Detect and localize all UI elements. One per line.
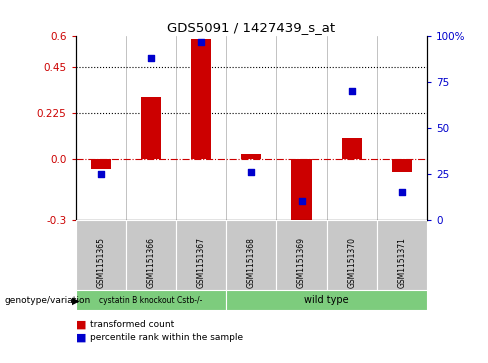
Point bbox=[298, 198, 305, 204]
Bar bbox=[141, 97, 161, 159]
Bar bbox=[342, 138, 362, 159]
Text: ▶: ▶ bbox=[72, 295, 80, 305]
Bar bbox=[291, 159, 311, 224]
Text: genotype/variation: genotype/variation bbox=[5, 296, 91, 305]
Bar bbox=[91, 159, 111, 169]
Text: ■: ■ bbox=[76, 320, 86, 330]
Text: percentile rank within the sample: percentile rank within the sample bbox=[90, 333, 244, 342]
Bar bbox=[377, 220, 427, 290]
Bar bbox=[226, 220, 276, 290]
Text: cystatin B knockout Cstb-/-: cystatin B knockout Cstb-/- bbox=[99, 296, 203, 305]
Bar bbox=[176, 220, 226, 290]
Title: GDS5091 / 1427439_s_at: GDS5091 / 1427439_s_at bbox=[167, 21, 335, 34]
Point bbox=[398, 189, 406, 195]
Bar bbox=[76, 220, 126, 290]
Bar bbox=[241, 154, 262, 159]
Text: GSM1151370: GSM1151370 bbox=[347, 237, 356, 288]
Bar bbox=[76, 290, 226, 310]
Bar bbox=[126, 220, 176, 290]
Bar bbox=[326, 220, 377, 290]
Text: transformed count: transformed count bbox=[90, 321, 175, 329]
Point bbox=[348, 88, 356, 94]
Point bbox=[247, 169, 255, 175]
Text: GSM1151366: GSM1151366 bbox=[146, 237, 156, 288]
Text: wild type: wild type bbox=[305, 295, 349, 305]
Bar bbox=[191, 39, 211, 159]
Bar bbox=[226, 290, 427, 310]
Text: GSM1151367: GSM1151367 bbox=[197, 237, 205, 288]
Text: ■: ■ bbox=[76, 333, 86, 343]
Text: GSM1151368: GSM1151368 bbox=[247, 237, 256, 288]
Point bbox=[97, 171, 104, 177]
Bar bbox=[392, 159, 412, 172]
Text: GSM1151365: GSM1151365 bbox=[96, 237, 105, 288]
Text: GSM1151371: GSM1151371 bbox=[397, 237, 407, 288]
Bar bbox=[276, 220, 326, 290]
Point bbox=[197, 39, 205, 45]
Point bbox=[147, 56, 155, 61]
Text: GSM1151369: GSM1151369 bbox=[297, 237, 306, 288]
